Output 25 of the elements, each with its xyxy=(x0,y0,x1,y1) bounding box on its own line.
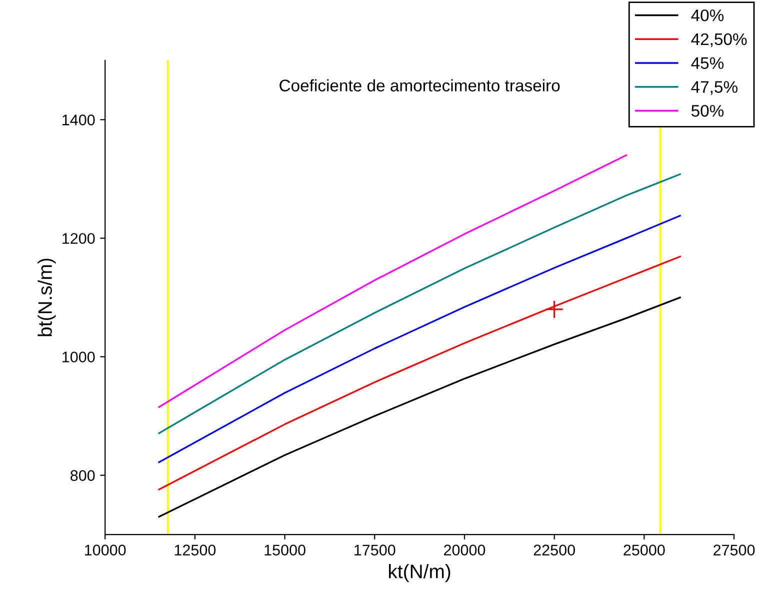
y-tick-label: 1400 xyxy=(62,114,95,126)
x-tick-label: 15000 xyxy=(264,544,306,556)
legend-label: 50% xyxy=(691,104,724,117)
line-series xyxy=(158,256,681,490)
y-tick-label: 1200 xyxy=(62,233,95,244)
legend-label: 47,5% xyxy=(691,81,738,95)
x-tick-label: 12500 xyxy=(174,544,216,556)
x-tick-label: 17500 xyxy=(354,544,396,556)
line-series xyxy=(158,154,628,408)
x-axis-title: kt(N/m) xyxy=(389,564,450,582)
x-tick-label: 10000 xyxy=(85,544,126,556)
line-series xyxy=(158,173,681,434)
legend-label: 42,50% xyxy=(691,33,747,48)
x-tick-label: 25000 xyxy=(624,544,665,556)
line-series xyxy=(158,296,681,518)
line-series xyxy=(158,214,681,464)
y-tick-label: 800 xyxy=(70,470,95,481)
text: Coeficiente de amortecimento traseiro xyxy=(280,79,560,92)
y-axis-title: bt(N.s/m) xyxy=(38,258,56,336)
x-tick-label: 27500 xyxy=(714,544,755,556)
x-tick-label: 20000 xyxy=(444,544,486,556)
legend-label: 45% xyxy=(691,57,724,69)
legend-label: 40% xyxy=(691,9,724,22)
y-tick-label: 1000 xyxy=(62,352,95,362)
x-tick-label: 22500 xyxy=(534,544,575,556)
